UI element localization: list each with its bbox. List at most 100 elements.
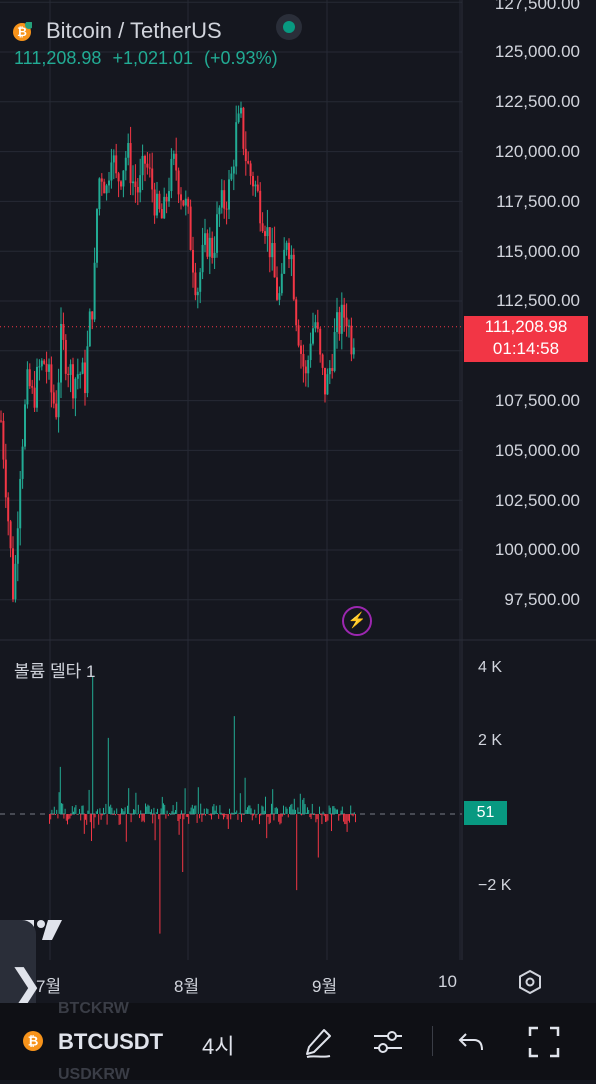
chart-canvas[interactable] [0, 0, 596, 1000]
volume-delta-bar [331, 814, 332, 832]
candle-body [160, 209, 163, 219]
volume-delta-bar [335, 809, 337, 814]
candle-body [290, 254, 293, 260]
volume-delta-bar [101, 814, 103, 816]
volume-delta-bar [136, 813, 138, 815]
undo-icon[interactable] [454, 1024, 490, 1060]
volume-delta-bar [352, 814, 354, 817]
volume-delta-bar [241, 814, 242, 823]
volume-delta-bar [158, 814, 160, 820]
candle-body [192, 249, 194, 273]
volume-delta-bar [58, 792, 60, 814]
volume-delta-bar [293, 798, 295, 814]
candle-body [88, 311, 91, 347]
candle-body [81, 362, 84, 374]
settings-hexagon-icon[interactable] [516, 968, 544, 996]
price-axis-label: 107,500.00 [494, 391, 580, 410]
volume-delta-bar [55, 814, 56, 815]
volume-delta-bar [151, 809, 152, 814]
volume-delta-bar [275, 807, 277, 814]
volume-delta-bar [203, 808, 205, 814]
volume-delta-bar [232, 812, 234, 814]
volume-delta-bar [59, 766, 61, 814]
volume-delta-bar [243, 814, 245, 815]
volume-delta-bar [110, 804, 112, 814]
time-axis-label: 8월 [174, 977, 200, 996]
lightning-icon[interactable]: ⚡ [342, 606, 372, 636]
candle-body [129, 143, 132, 184]
indicator-title[interactable]: 볼륨 델타 1 [14, 662, 96, 681]
live-status-dot[interactable] [276, 14, 302, 40]
volume-delta-bar [130, 814, 132, 823]
volume-delta-bar [123, 811, 125, 814]
fullscreen-icon[interactable] [526, 1024, 562, 1060]
volume-delta-bar [309, 814, 311, 818]
volume-delta-bar [145, 803, 146, 814]
candle-body [136, 186, 139, 193]
price-axis-label: 117,500.00 [496, 192, 580, 211]
volume-delta-bar [154, 814, 156, 841]
volume-delta-bar [194, 805, 196, 814]
volume-delta-bar [299, 793, 301, 814]
candle-body [297, 325, 300, 346]
volume-delta-bar [323, 814, 325, 817]
candle-body [276, 277, 278, 300]
symbol-title[interactable]: Bitcoin / TetherUS [46, 18, 222, 43]
candle-body [237, 113, 240, 123]
volume-delta-bar [269, 814, 271, 823]
volume-delta-bar [141, 814, 143, 822]
volume-delta-bar [311, 803, 313, 814]
candle-body [295, 299, 298, 326]
candle-body [204, 233, 206, 245]
interval-selector[interactable]: 4시 [202, 1034, 235, 1059]
candle-body [158, 193, 161, 210]
symbol-selector[interactable]: BTCUSDT [58, 1029, 164, 1054]
volume-delta-bar [254, 809, 256, 814]
candle-body [235, 122, 238, 167]
volume-delta-bar [284, 814, 286, 815]
sliders-icon[interactable] [370, 1024, 406, 1060]
volume-delta-bar [122, 809, 124, 814]
pen-icon[interactable] [300, 1024, 336, 1060]
volume-delta-bar [296, 814, 298, 891]
volume-delta-bar [351, 814, 353, 816]
candle-body [345, 317, 348, 327]
volume-delta-bar [337, 809, 338, 814]
volume-delta-bar [286, 808, 288, 814]
volume-delta-bar [68, 814, 70, 820]
volume-delta-bar [115, 814, 116, 816]
bottom-toolbar [0, 1003, 596, 1080]
volume-delta-bar [332, 806, 334, 814]
volume-delta-bar [220, 812, 222, 814]
candle-body [228, 179, 230, 210]
volume-delta-bar [87, 810, 89, 814]
candle-body [220, 190, 223, 208]
candle-body [4, 459, 7, 498]
candle-body [134, 181, 137, 187]
volume-delta-bar [85, 814, 86, 820]
volume-delta-bar [310, 814, 312, 819]
volume-delta-bar [121, 808, 122, 814]
price-axis-label: 97,500.00 [504, 590, 580, 609]
volume-axis-label: 4 K [478, 659, 503, 676]
candle-body [60, 324, 62, 383]
volume-delta-bar [62, 803, 64, 814]
candle-body [240, 107, 242, 114]
volume-delta-bar [344, 814, 346, 825]
volume-delta-bar [65, 814, 67, 821]
candle-body [213, 252, 216, 258]
candle-body [225, 208, 228, 210]
candle-body [148, 167, 151, 169]
candle-body [2, 420, 5, 460]
candle-body [21, 446, 24, 479]
volume-delta-bar [209, 814, 211, 816]
candle-body [244, 148, 247, 162]
volume-delta-bar [205, 814, 206, 816]
volume-delta-bar [277, 808, 278, 814]
volume-delta-bar [295, 809, 296, 814]
volume-delta-bar [161, 796, 163, 814]
candle-body [67, 373, 70, 375]
badge-countdown: 01:14:58 [492, 339, 560, 358]
volume-delta-bar [271, 803, 272, 814]
volume-delta-bar [208, 814, 210, 815]
